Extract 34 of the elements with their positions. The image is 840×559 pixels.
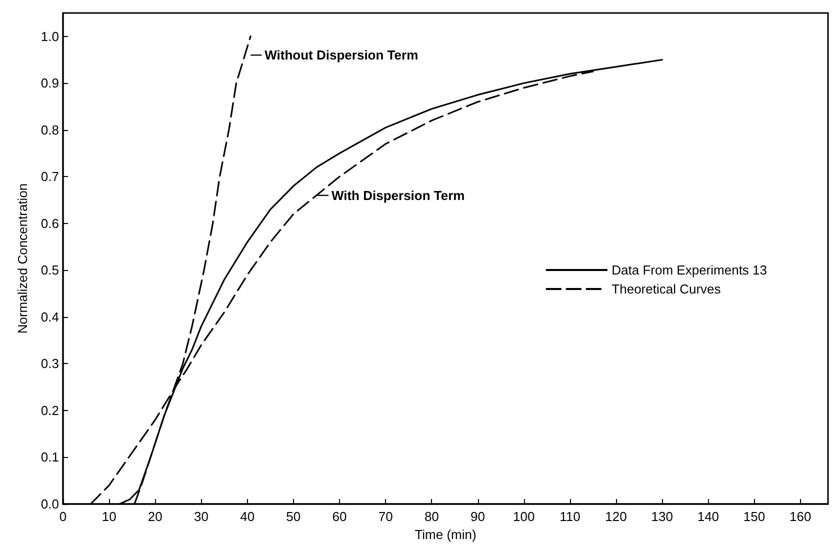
x-tick-label: 0 bbox=[59, 509, 67, 524]
x-tick-label: 160 bbox=[790, 509, 812, 524]
annotation: With Dispersion Term bbox=[331, 188, 465, 203]
x-tick-label: 60 bbox=[332, 509, 347, 524]
x-tick-label: 140 bbox=[697, 509, 720, 524]
x-tick-label: 80 bbox=[424, 509, 439, 524]
y-tick-label: 1.0 bbox=[40, 28, 59, 44]
x-tick-label: 120 bbox=[605, 509, 627, 524]
y-tick-label: 0.9 bbox=[40, 76, 59, 91]
annotation: Without Dispersion Term bbox=[264, 48, 418, 63]
x-tick-label: 10 bbox=[102, 509, 116, 524]
x-tick-label: 30 bbox=[194, 509, 208, 524]
y-tick-label: 0.7 bbox=[40, 169, 59, 184]
y-tick-label: 0.3 bbox=[40, 356, 59, 372]
y-axis-title: Normalized Concentration bbox=[15, 183, 30, 334]
x-tick-label: 100 bbox=[512, 509, 535, 524]
y-tick-label: 0.0 bbox=[40, 496, 59, 512]
y-tick-label: 0.6 bbox=[40, 216, 59, 231]
x-tick-label: 130 bbox=[651, 509, 673, 524]
x-tick-label: 90 bbox=[470, 509, 485, 524]
legend-label: Theoretical Curves bbox=[612, 282, 722, 296]
x-axis-title: Time (min) bbox=[414, 527, 476, 542]
x-tick-label: 40 bbox=[240, 509, 255, 524]
x-tick-label: 150 bbox=[743, 509, 766, 524]
y-tick-label: 0.4 bbox=[40, 309, 59, 324]
x-tick-label: 70 bbox=[378, 509, 393, 524]
legend-label: Data From Experiments 13 bbox=[612, 262, 768, 278]
y-tick-label: 0.2 bbox=[40, 402, 59, 418]
y-tick-label: 0.8 bbox=[40, 122, 59, 138]
x-tick-label: 50 bbox=[286, 509, 301, 524]
y-tick-label: 0.5 bbox=[40, 262, 59, 278]
y-tick-label: 0.1 bbox=[40, 450, 59, 465]
x-tick-label: 110 bbox=[560, 509, 580, 524]
x-tick-label: 20 bbox=[148, 509, 162, 524]
